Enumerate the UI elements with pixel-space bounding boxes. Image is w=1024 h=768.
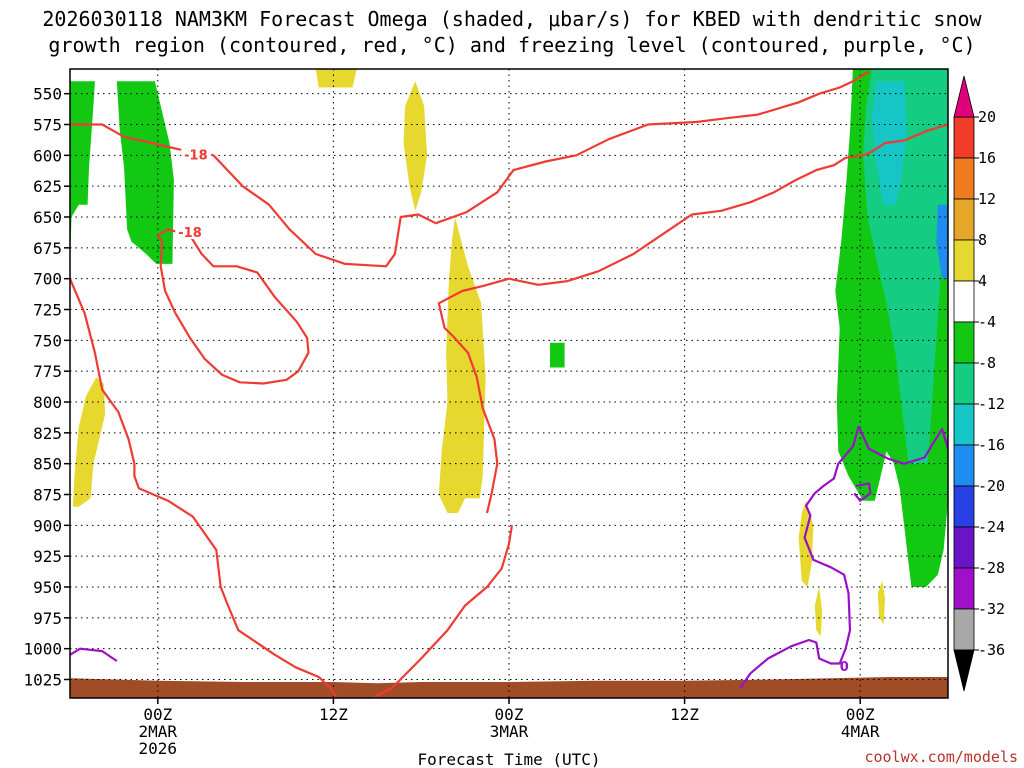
surface-terrain-layer — [70, 677, 948, 698]
contour-layer: -18 -18 0 — [70, 70, 948, 698]
y-tick-label-750: 750 — [33, 331, 62, 350]
y-tick-label-725: 725 — [33, 301, 62, 320]
omega-shading-layer — [70, 69, 948, 637]
isotherm-minus18-label-0: -18 — [184, 148, 208, 163]
omega-region-yellow-13 — [877, 580, 886, 624]
colorbar-label-2: 12 — [978, 190, 996, 208]
freezing-level-line-1 — [739, 425, 948, 689]
colorbar: 20 16 12 8 4 -4 -8 -12 -16 -20 -24 -28 -32 -36 — [953, 75, 1005, 692]
colorbar-bin-8 — [953, 444, 975, 487]
omega-region-yellow-8 — [403, 81, 428, 211]
y-tick-label-675: 675 — [33, 239, 62, 258]
y-tick-label-1000: 1000 — [23, 640, 62, 659]
freezing-level-label-0: 0 — [840, 660, 849, 675]
omega-region-green-1 — [116, 81, 174, 264]
colorbar-label-10: -24 — [978, 518, 1005, 536]
y-tick-label-975: 975 — [33, 609, 62, 628]
freezing-level-line-2 — [853, 482, 872, 502]
isotherm-minus18-line-1 — [156, 228, 310, 385]
y-tick-label-775: 775 — [33, 362, 62, 381]
omega-region-yellow-9 — [438, 217, 486, 513]
colorbar-bin-10 — [953, 526, 975, 569]
y-tick-label-800: 800 — [33, 393, 62, 412]
x-tick-label-54-0: 00Z — [846, 705, 875, 724]
colorbar-bin-1 — [953, 157, 975, 200]
colorbar-bin-9 — [953, 485, 975, 528]
plot-area: -18 -18 0 — [69, 68, 949, 699]
credit-text[interactable]: coolwx.com/models — [864, 748, 1018, 766]
x-tick-label-42-0: 12Z — [670, 705, 699, 724]
chart-title-line-1: 2026030118 NAM3KM Forecast Omega (shaded… — [42, 7, 982, 31]
colorbar-top-triangle — [953, 75, 975, 118]
isotherm-minus18-line-3 — [70, 278, 338, 698]
isotherm-minus18-label-bg-0 — [181, 146, 212, 162]
y-tick-label-900: 900 — [33, 516, 62, 535]
isotherm-minus18-label-bg-1 — [175, 224, 206, 240]
colorbar-label-9: -20 — [978, 477, 1005, 495]
isotherm-minus18-label-1: -18 — [178, 226, 202, 241]
y-tick-label-700: 700 — [33, 270, 62, 289]
omega-region-yellow-7 — [315, 69, 357, 88]
y-tick-label-925: 925 — [33, 547, 62, 566]
y-tick-label-650: 650 — [33, 208, 62, 227]
colorbar-bin-2 — [953, 198, 975, 241]
colorbar-label-6: -8 — [978, 354, 996, 372]
colorbar-bin-6 — [953, 362, 975, 405]
x-axis-label: Forecast Time (UTC) — [417, 750, 600, 768]
y-tick-label-575: 575 — [33, 116, 62, 135]
colorbar-label-7: -12 — [978, 395, 1005, 413]
y-tick-label-600: 600 — [33, 146, 62, 165]
omega-region-green-2 — [550, 342, 565, 368]
x-tick-label-6-0: 00Z — [143, 705, 172, 724]
colorbar-label-12: -32 — [978, 600, 1005, 618]
colorbar-label-3: 8 — [978, 231, 987, 249]
y-tick-label-625: 625 — [33, 177, 62, 196]
colorbar-bin-0 — [953, 116, 975, 159]
isotherm-minus18-line-2 — [437, 123, 948, 514]
x-tick-label-30-1: 3MAR — [490, 722, 529, 741]
x-tick-label-30-0: 00Z — [495, 705, 524, 724]
y-tick-label-850: 850 — [33, 455, 62, 474]
colorbar-label-11: -28 — [978, 559, 1005, 577]
colorbar-label-0: 20 — [978, 108, 996, 126]
y-tick-label-825: 825 — [33, 424, 62, 443]
y-tick-label-550: 550 — [33, 85, 62, 104]
isotherm-minus18-line-0 — [70, 70, 870, 268]
colorbar-label-4: 4 — [978, 272, 987, 290]
freezing-level-line-0 — [70, 647, 118, 662]
chart-title-line-2: growth region (contoured, red, °C) and f… — [48, 33, 975, 57]
colorbar-bin-7 — [953, 403, 975, 446]
colorbar-bin-11 — [953, 567, 975, 610]
omega-region-yellow-10 — [72, 377, 106, 507]
colorbar-bottom-triangle — [953, 649, 975, 692]
colorbar-bin-4 — [953, 280, 975, 323]
omega-region-green-0 — [70, 81, 95, 267]
x-tick-label-54-1: 4MAR — [841, 722, 880, 741]
x-tick-label-18-0: 12Z — [319, 705, 348, 724]
colorbar-bin-12 — [953, 608, 975, 651]
colorbar-bin-5 — [953, 321, 975, 364]
terrain-fill — [70, 677, 948, 698]
colorbar-label-1: 16 — [978, 149, 996, 167]
y-axis: 550 575 600 625 650 675 700 725 750 775 800 825 850 8… — [23, 85, 70, 690]
isotherm-minus18-line-4 — [373, 525, 513, 698]
colorbar-label-8: -16 — [978, 436, 1005, 454]
grid-layer — [70, 69, 948, 698]
colorbar-label-13: -36 — [978, 641, 1005, 659]
omega-region-blue-6 — [936, 204, 948, 279]
y-tick-label-950: 950 — [33, 578, 62, 597]
x-tick-label-6-2: 2026 — [139, 739, 178, 758]
y-tick-label-1025: 1025 — [23, 671, 62, 690]
colorbar-bin-3 — [953, 239, 975, 282]
y-tick-label-875: 875 — [33, 486, 62, 505]
colorbar-label-5: -4 — [978, 313, 996, 331]
omega-region-yellow-12 — [814, 587, 823, 637]
x-tick-label-6-1: 2MAR — [139, 722, 178, 741]
